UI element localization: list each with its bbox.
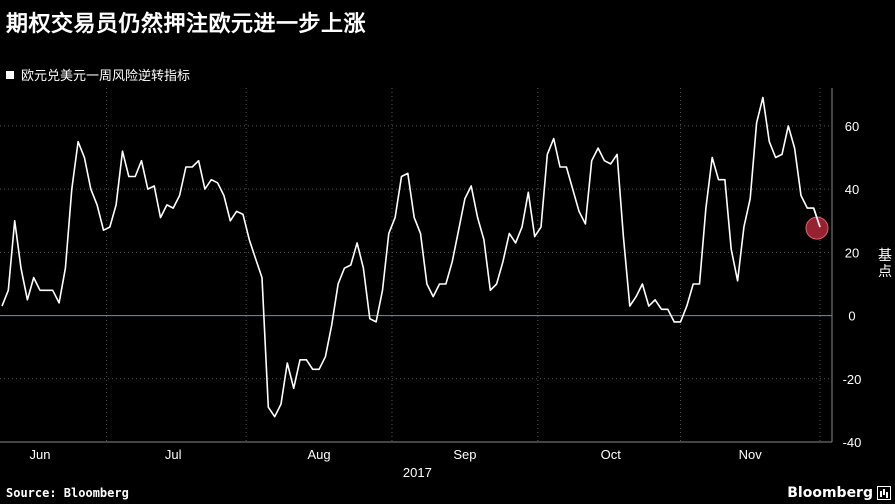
brand-name: Bloomberg (787, 485, 873, 501)
x-tick-label: Jul (165, 447, 182, 462)
legend-swatch (6, 70, 14, 79)
y-tick-label: 60 (845, 119, 859, 134)
y-tick-label: 40 (845, 182, 859, 197)
source-note: Source: Bloomberg (6, 486, 129, 500)
series-line (1, 96, 821, 418)
y-tick-label: 0 (848, 309, 855, 324)
y-tick-label: -20 (843, 372, 862, 387)
y-tick-label: 20 (845, 245, 859, 260)
y-tick-label: -40 (843, 435, 862, 450)
y-axis-label: 基点 (878, 248, 892, 280)
legend-label: 欧元兑美元一周风险逆转指标 (21, 69, 191, 84)
legend: 欧元兑美元一周风险逆转指标 (6, 65, 190, 84)
bar-chart-icon (877, 486, 891, 500)
brand-logo: Bloomberg (787, 485, 891, 501)
x-year-label: 2017 (403, 465, 432, 480)
x-tick-label: Oct (601, 447, 622, 462)
x-tick-label: Jun (30, 447, 51, 462)
chart-title: 期权交易员仍然押注欧元进一步上涨 (6, 12, 367, 37)
x-tick-label: Nov (739, 447, 763, 462)
x-tick-label: Sep (453, 447, 476, 462)
x-tick-label: Aug (307, 447, 330, 462)
series-line-tail (812, 207, 821, 228)
